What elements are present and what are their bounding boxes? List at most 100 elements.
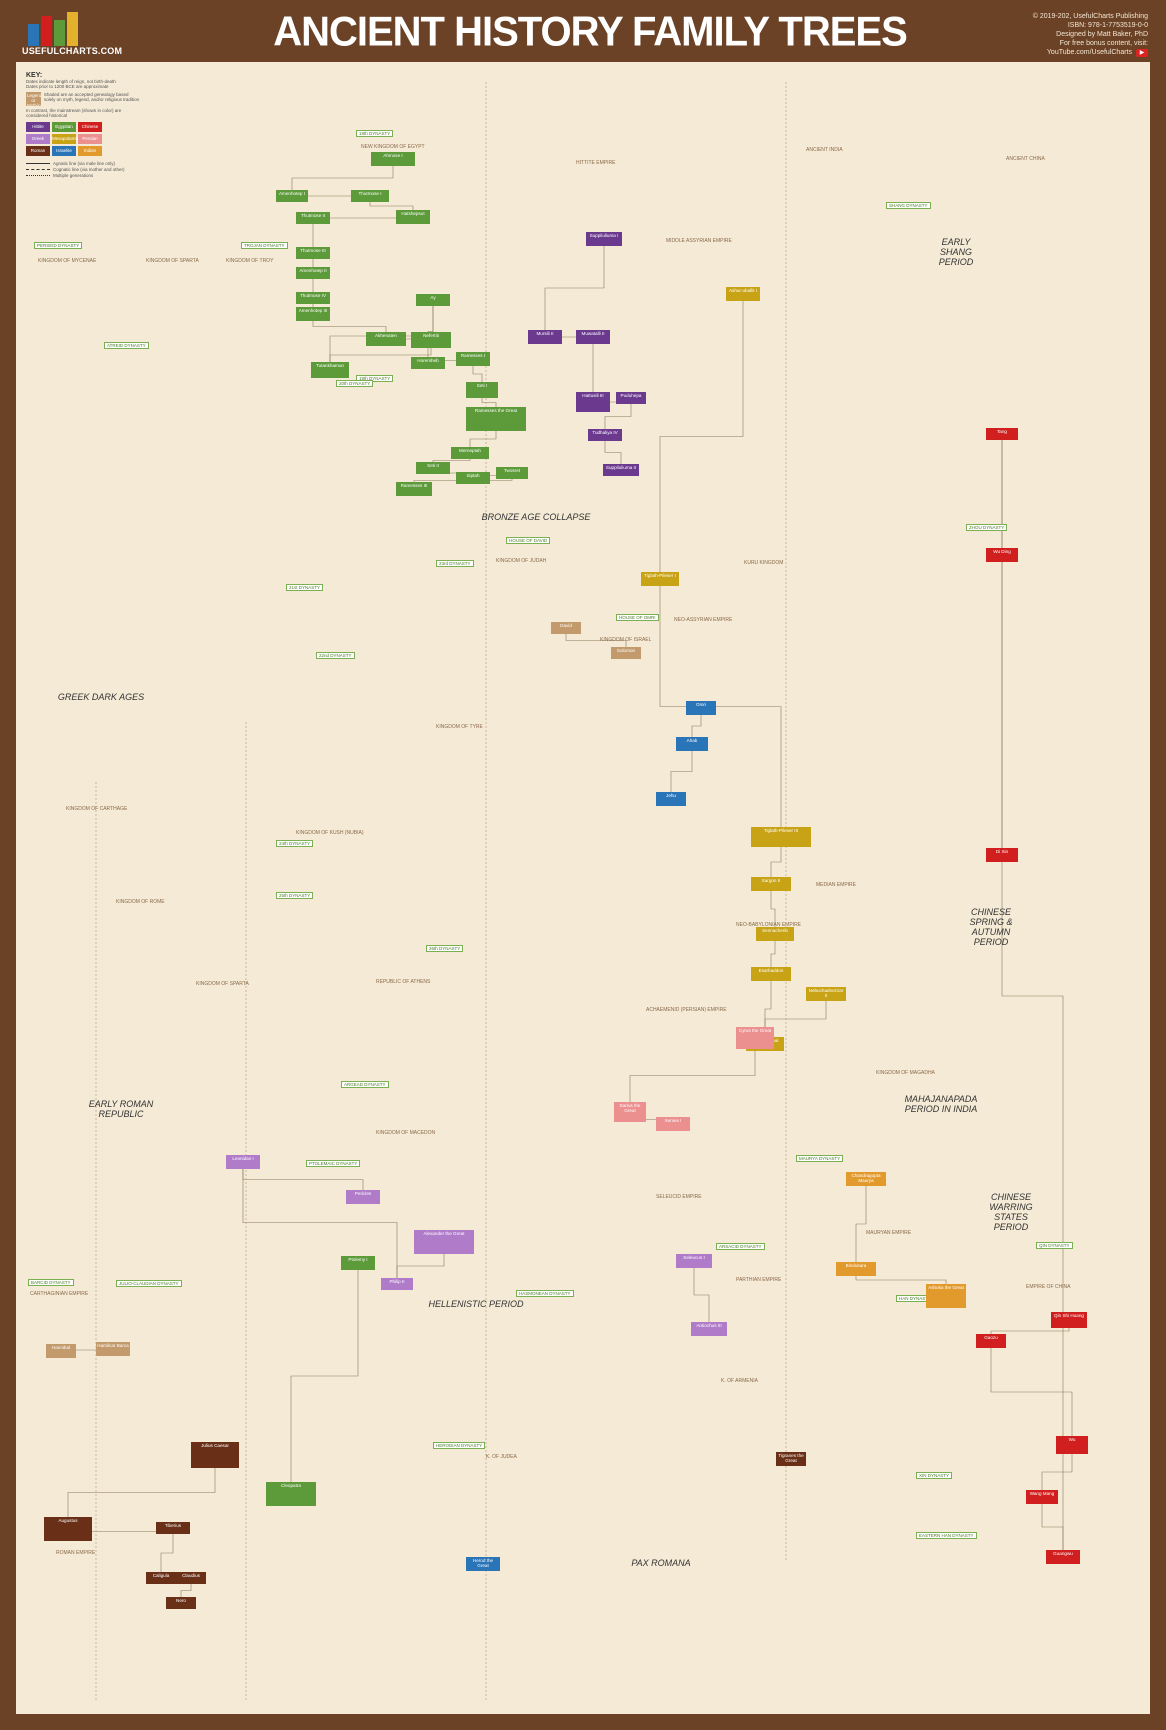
ruler-amenhotep-ii: Amenhotep II xyxy=(296,267,330,279)
legendary-note: Shaded are an accepted genealogy based s… xyxy=(43,92,140,102)
region-label: KINGDOM OF MYCENAE xyxy=(38,258,97,264)
dynasty-label: HERODIAN DYNASTY xyxy=(433,1442,486,1449)
region-label: ROMAN EMPIRE xyxy=(56,1550,96,1556)
lineage-line xyxy=(67,1468,216,1517)
lineage-line xyxy=(312,321,387,332)
ruler-augustus: Augustus xyxy=(44,1517,92,1541)
ruler-darius-the-great: Darius the Great xyxy=(614,1102,646,1122)
dynasty-label: HOUSE OF DAVID xyxy=(506,537,551,544)
dynasty-label: 25th DYNASTY xyxy=(276,892,314,899)
ruler-hamilcar-barca: Hamilcar Barca xyxy=(96,1342,130,1356)
logo-text: USEFULCHARTS.COM xyxy=(22,46,123,56)
region-label: K. OF ARMENIA xyxy=(721,1378,758,1384)
line-legend-row: Cognatic line (via mother and other) xyxy=(26,166,141,172)
dynasty-label: TROJAN DYNASTY xyxy=(241,242,288,249)
line-legend-row: Agnatic line (via male line only) xyxy=(26,160,141,166)
region-label: KINGDOM OF ISRAEL xyxy=(600,637,652,643)
dynasty-label: ATREID DYNASTY xyxy=(104,342,149,349)
ruler-seti-i: Seti I xyxy=(466,382,498,398)
logo-bar-green xyxy=(54,20,65,46)
dynasty-label: 24th DYNASTY xyxy=(276,840,314,847)
lineage-line xyxy=(369,202,414,210)
key-note: Dates prior to 1200 BCE are approximate xyxy=(26,84,109,89)
ruler-siptah: Siptah xyxy=(456,472,490,484)
region-label: KINGDOM OF MACEDON xyxy=(376,1130,436,1136)
key-chip-egyptian: Egyptian xyxy=(52,122,76,132)
connector-lines xyxy=(60,82,1073,1702)
category-legend: Hittite Egyptian Chinese Greek Mesopotamian P… xyxy=(26,122,141,156)
key-chip-hittite: Hittite xyxy=(26,122,50,132)
usefulcharts-logo: USEFULCHARTS.COM xyxy=(22,8,122,56)
dynasty-label: ARSACID DYNASTY xyxy=(716,1243,765,1250)
lineage-line xyxy=(242,1155,398,1290)
ruler-ahmose-i: Ahmose I xyxy=(371,152,415,166)
ruler-tiglath-pileser-iii: Tiglath-Pileser III xyxy=(751,827,811,847)
lineage-line xyxy=(604,404,632,429)
lineage-line xyxy=(990,1348,1073,1436)
lineage-line xyxy=(544,246,605,330)
line-legend-label: Agnatic line (via male line only) xyxy=(53,160,116,166)
ruler-hattusili-iii: Hattusili III xyxy=(576,392,610,412)
region-label: KINGDOM OF SPARTA xyxy=(146,258,199,264)
ruler-amenhotep-iii: Amenhotep III xyxy=(296,307,330,321)
ruler-ptolemy-i: Ptolemy I xyxy=(341,1256,375,1270)
region-label: MEDIAN EMPIRE xyxy=(816,882,857,888)
key-chip-chinese: Chinese xyxy=(78,122,102,132)
line-sample xyxy=(26,168,50,170)
line-legend: Agnatic line (via male line only) Cognati… xyxy=(26,160,141,178)
dynasty-label: SHANG DYNASTY xyxy=(886,202,931,209)
ruler-tigranes-the-great: Tigranes the Great xyxy=(776,1452,806,1466)
ruler-hatshepsut: Hatshepsut xyxy=(396,210,430,224)
ruler-seti-ii: Seti II xyxy=(416,462,450,474)
era-label: EARLY SHANG PERIOD xyxy=(938,237,974,267)
region-label: NEO-BABYLONIAN EMPIRE xyxy=(736,922,802,928)
lineage-line xyxy=(855,1186,867,1262)
ruler-tiberius: Tiberius xyxy=(156,1522,190,1534)
ruler-cleopatra: Cleopatra xyxy=(266,1482,316,1506)
logo-bar-red xyxy=(41,16,52,46)
ruler-wu-ding: Wu Ding xyxy=(986,548,1018,562)
ruler-pericles: Pericles xyxy=(346,1190,380,1204)
key-chip-greek: Greek xyxy=(26,134,50,144)
ruler-cyrus-the-great: Cyrus the Great xyxy=(736,1027,774,1049)
ruler-tang: Tang xyxy=(986,428,1018,440)
ruler-merneptah: Merneptah xyxy=(451,447,489,459)
dynasty-label: PTOLEMAIC DYNASTY xyxy=(306,1160,361,1167)
dynasty-label: ZHOU DYNASTY xyxy=(966,524,1008,531)
lineage-line xyxy=(659,586,782,827)
ruler-thutmose-iii: Thutmose III xyxy=(296,247,330,259)
ruler-alexander-the-great: Alexander the Great xyxy=(414,1230,474,1254)
region-label: KINGDOM OF SPARTA xyxy=(196,981,249,987)
ruler-suppiluliuma-ii: Suppiluliuma II xyxy=(603,464,639,476)
era-label: MAHAJANAPADA PERIOD IN INDIA xyxy=(904,1094,978,1114)
ruler-xerxes-i: Xerxes I xyxy=(656,1117,690,1131)
ruler-bindusara: Bindusara xyxy=(836,1262,876,1276)
ruler-claudius: Claudius xyxy=(176,1572,206,1584)
region-label: KINGDOM OF ROME xyxy=(116,899,165,905)
ruler-nero: Nero xyxy=(166,1597,196,1609)
line-legend-label: Multiple generations xyxy=(53,172,94,178)
ruler-tiglath-pileser-i: Tiglath-Pileser I xyxy=(641,572,679,586)
credit-line: © 2019-202, UsefulCharts Publishing xyxy=(1032,13,1148,20)
contrast-note: In contrast, the mainstream (shown in co… xyxy=(26,108,122,118)
ruler-omri: Omri xyxy=(686,701,716,715)
dynasty-label: 22nd DYNASTY xyxy=(316,652,355,659)
ruler-nebuchadnezzar-ii: Nebuchadnezzar II xyxy=(806,987,846,1001)
lineage-line xyxy=(770,891,776,927)
logo-bar-yellow xyxy=(67,12,78,46)
dynasty-label: 21st DYNASTY xyxy=(286,584,324,591)
lineage-line xyxy=(472,366,483,382)
ruler-antiochus-iii: Antiochus III xyxy=(691,1322,727,1336)
region-label: NEO-ASSYRIAN EMPIRE xyxy=(674,617,733,623)
dynasty-label: XIN DYNASTY xyxy=(916,1472,953,1479)
credit-line: Designed by Matt Baker, PhD xyxy=(1056,31,1148,38)
ruler-di-xin: Di Xin xyxy=(986,848,1018,862)
line-sample xyxy=(26,162,50,164)
credit-url[interactable]: YouTube.com/UsefulCharts xyxy=(1046,49,1132,56)
lineage-line xyxy=(659,301,744,572)
ruler-qin-shi-huang: Qin Shi Huang xyxy=(1051,1312,1087,1328)
lineage-line xyxy=(291,166,394,190)
dynasty-label: EASTERN HAN DYNASTY xyxy=(916,1532,977,1539)
lineage-line xyxy=(770,847,782,877)
line-legend-row: Multiple generations xyxy=(26,172,141,178)
